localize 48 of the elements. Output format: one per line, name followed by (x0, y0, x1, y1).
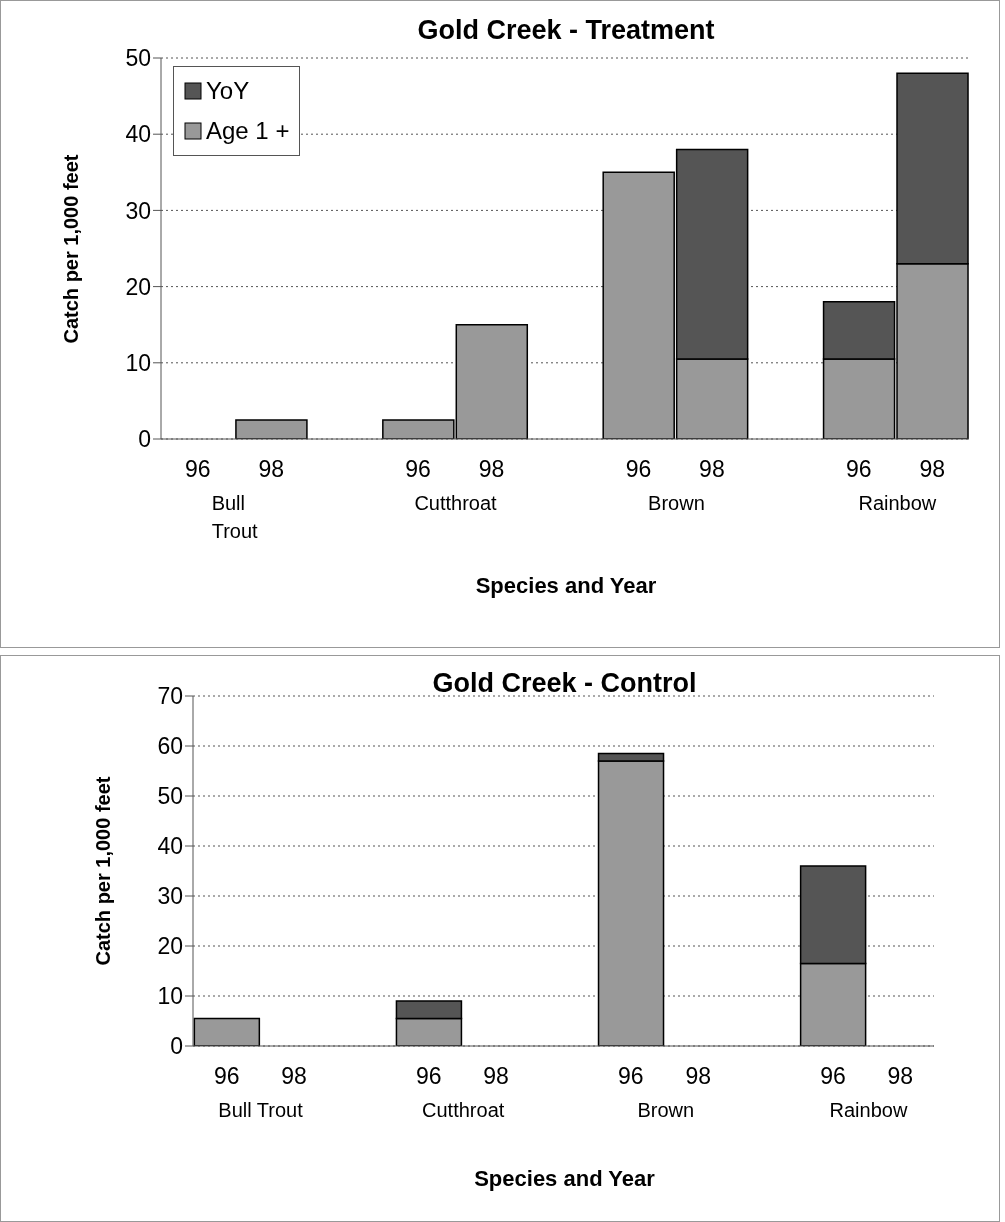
text: Brown (637, 1098, 695, 1123)
y-tick-label: 10 (125, 349, 151, 376)
x-tick-label: 98 (919, 456, 946, 483)
y-tick-label: 30 (157, 883, 183, 910)
y-axis-title: Catch per 1,000 feet (59, 154, 83, 343)
x-tick-label: 96 (820, 1063, 846, 1090)
x-tick-label: 98 (258, 456, 284, 483)
y-tick-label: 50 (157, 783, 183, 810)
x-tick-label: 96 (846, 456, 872, 483)
x-tick-label: 98 (685, 1063, 712, 1090)
x-tick-label: 96 (618, 1063, 644, 1090)
bar (235, 419, 308, 439)
text: Cutthroat (422, 1098, 505, 1123)
bar (193, 1017, 261, 1046)
x-axis-title: Species and Year (473, 1166, 656, 1192)
text: Bull Trout (218, 1098, 303, 1123)
x-tick-label: 98 (281, 1063, 307, 1090)
x-tick-label: 98 (478, 456, 505, 483)
x-tick-label: 96 (625, 456, 652, 483)
y-tick-label: 40 (157, 833, 183, 860)
y-axis-title: Catch per 1,000 feet (91, 776, 115, 966)
x-tick-label: 98 (887, 1063, 914, 1090)
legend-label: Age 1 + (206, 116, 290, 146)
y-tick-label: 20 (125, 273, 151, 300)
x-tick-label: 96 (415, 1063, 442, 1090)
y-tick-label: 0 (170, 1033, 183, 1060)
y-tick-label: 20 (157, 933, 183, 960)
x-tick-label: 96 (405, 456, 431, 483)
y-tick-label: 70 (157, 683, 183, 710)
y-tick-label: 30 (125, 197, 151, 224)
y-tick-label: 10 (157, 983, 183, 1010)
y-tick-label: 50 (125, 45, 151, 72)
text: Cutthroat (414, 491, 497, 516)
text: Brown (648, 491, 705, 516)
chart-title: Gold Creek - Treatment (416, 15, 716, 46)
x-tick-label: 98 (699, 456, 725, 483)
y-tick-label: 60 (157, 733, 183, 760)
text: Bull Trout (211, 491, 258, 544)
x-tick-label: 98 (483, 1063, 509, 1090)
x-axis-title: Species and Year (474, 573, 658, 599)
y-tick-label: 0 (138, 426, 151, 453)
legend-label: YoY (206, 76, 250, 106)
text: Rainbow (829, 1098, 908, 1123)
x-tick-label: 96 (184, 456, 211, 483)
x-tick-label: 96 (213, 1063, 240, 1090)
chart-title: Gold Creek - Control (431, 668, 698, 699)
y-tick-label: 40 (125, 121, 151, 148)
text: Rainbow (858, 491, 937, 516)
